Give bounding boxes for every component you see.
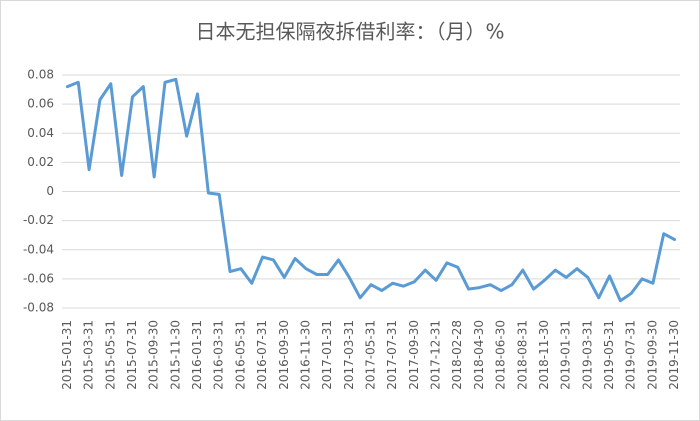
x-tick-label: 2015-01-31 (60, 320, 74, 390)
y-tick-label: 0 (46, 184, 54, 198)
y-tick-label: 0.08 (27, 68, 54, 82)
x-tick-label: 2017-09-30 (407, 320, 421, 390)
x-tick-label: 2019-11-30 (667, 320, 681, 390)
y-tick-label: -0.06 (23, 271, 54, 285)
y-tick-label: 0.04 (27, 126, 54, 140)
x-tick-label: 2017-05-31 (364, 320, 378, 390)
x-tick-label: 2016-05-31 (233, 320, 247, 390)
chart-title: 日本无担保隔夜拆借利率：（月）% (195, 20, 504, 44)
x-tick-label: 2017-12-31 (429, 320, 443, 390)
y-tick-label: -0.08 (23, 301, 54, 315)
x-tick-label: 2017-01-31 (320, 320, 334, 390)
x-tick-label: 2016-03-31 (212, 320, 226, 390)
y-tick-label: -0.04 (23, 242, 54, 256)
x-tick-label: 2019-07-31 (624, 320, 638, 390)
x-tick-label: 2016-07-31 (255, 320, 269, 390)
x-tick-label: 2018-04-30 (472, 320, 486, 390)
data-line (65, 77, 677, 303)
x-tick-label: 2015-07-31 (125, 320, 139, 390)
x-tick-label: 2015-05-31 (103, 320, 117, 390)
x-tick-label: 2016-11-30 (298, 320, 312, 390)
x-tick-label: 2019-09-30 (645, 320, 659, 390)
x-tick-label: 2017-03-31 (342, 320, 356, 390)
y-tick-label: 0.02 (27, 155, 54, 169)
x-tick-label: 2018-08-31 (515, 320, 529, 390)
x-tick-label: 2016-09-30 (277, 320, 291, 390)
x-tick-label: 2018-11-30 (537, 320, 551, 390)
y-tick-label: -0.02 (23, 213, 54, 227)
x-tick-label: 2018-06-30 (494, 320, 508, 390)
x-tick-label: 2019-01-31 (559, 320, 573, 390)
x-tick-label: 2016-01-31 (190, 320, 204, 390)
x-tick-label: 2019-03-31 (580, 320, 594, 390)
x-tick-label: 2017-07-31 (385, 320, 399, 390)
x-tick-label: 2018-02-28 (450, 320, 464, 390)
x-tick-label: 2015-09-30 (147, 320, 161, 390)
x-tick-label: 2015-03-31 (82, 320, 96, 390)
y-tick-label: 0.06 (27, 97, 54, 111)
x-tick-label: 2019-05-31 (602, 320, 616, 390)
x-tick-label: 2015-11-30 (168, 320, 182, 390)
